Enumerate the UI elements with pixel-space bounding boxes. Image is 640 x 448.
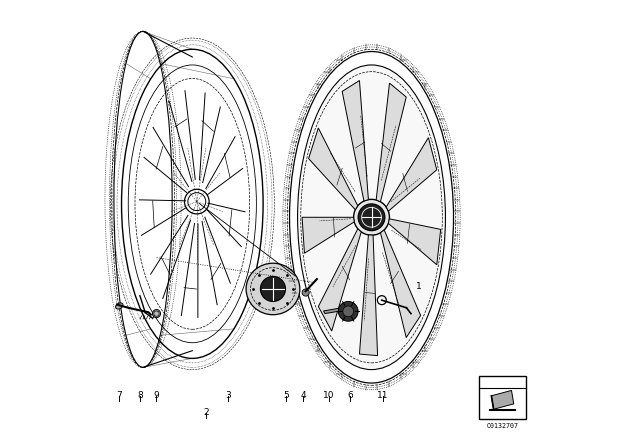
- Polygon shape: [492, 391, 514, 409]
- Circle shape: [260, 276, 285, 302]
- Text: 3: 3: [225, 391, 231, 400]
- Text: 1: 1: [416, 282, 421, 291]
- Text: O0132707: O0132707: [486, 423, 518, 429]
- Polygon shape: [324, 308, 340, 314]
- Polygon shape: [318, 229, 361, 331]
- Circle shape: [353, 199, 389, 235]
- Text: 9: 9: [154, 391, 159, 400]
- Circle shape: [339, 302, 358, 321]
- Polygon shape: [376, 83, 406, 202]
- Polygon shape: [380, 230, 420, 337]
- Circle shape: [358, 204, 385, 231]
- Text: 2: 2: [203, 408, 209, 417]
- Polygon shape: [308, 128, 358, 210]
- Circle shape: [343, 306, 353, 317]
- Text: 10: 10: [323, 391, 335, 400]
- Ellipse shape: [116, 303, 123, 309]
- Text: 7: 7: [116, 391, 122, 400]
- Text: 4: 4: [300, 391, 306, 400]
- Ellipse shape: [246, 263, 300, 314]
- Ellipse shape: [152, 310, 161, 318]
- Text: 11: 11: [378, 391, 389, 400]
- Polygon shape: [388, 219, 441, 265]
- Circle shape: [302, 289, 309, 296]
- Polygon shape: [302, 217, 354, 253]
- Ellipse shape: [298, 65, 445, 370]
- Polygon shape: [386, 138, 436, 211]
- Text: 5: 5: [284, 391, 289, 400]
- Text: 6: 6: [347, 391, 353, 400]
- Text: 8: 8: [137, 391, 143, 400]
- Polygon shape: [360, 235, 378, 356]
- Bar: [479, 376, 526, 419]
- Polygon shape: [342, 81, 369, 201]
